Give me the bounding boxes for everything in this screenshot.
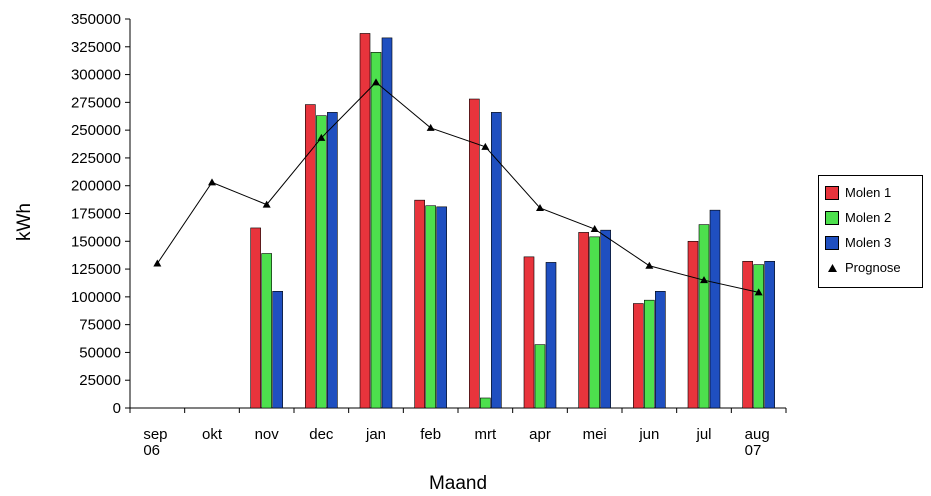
y-tick-label: 125000 xyxy=(71,261,121,278)
bar-molen-1 xyxy=(578,232,589,409)
y-axis-title: kWh xyxy=(14,203,35,241)
y-tick-label: 250000 xyxy=(71,122,121,139)
prognose-point xyxy=(590,225,599,233)
x-tick-label: jan xyxy=(365,426,386,443)
bar-molen-1 xyxy=(469,98,480,409)
bar-molen-3 xyxy=(491,112,502,409)
bar-molen-2 xyxy=(425,205,436,409)
bar-molen-1 xyxy=(523,256,535,409)
y-tick-label: 225000 xyxy=(71,150,121,167)
legend-item-molen-1: Molen 1 xyxy=(825,180,922,205)
prognose-polyline xyxy=(156,81,759,293)
y-tick-label: 325000 xyxy=(71,39,121,56)
bar-molen-3 xyxy=(272,290,283,409)
legend-item-prognose: Prognose xyxy=(825,255,922,280)
bar-molen-1 xyxy=(687,240,699,409)
bar-molen-1 xyxy=(305,104,316,409)
bar-molen-1 xyxy=(250,227,261,409)
legend-label-prognose: Prognose xyxy=(845,260,901,275)
bar-molen-3 xyxy=(327,112,338,409)
bar-molen-3 xyxy=(381,37,393,409)
bar-molen-3 xyxy=(600,229,611,409)
legend-label-molen-1: Molen 1 xyxy=(845,185,892,200)
legend-label-molen-2: Molen 2 xyxy=(845,210,892,225)
prognose-point xyxy=(426,123,435,131)
y-tick-label: 275000 xyxy=(71,94,121,111)
prognose-point xyxy=(536,203,544,211)
bar-molen-3 xyxy=(545,262,557,409)
x-tick-label: jul xyxy=(695,426,711,443)
x-axis: sep 06 okt nov dec jan feb mrt apr mei jun jul aug 07 xyxy=(129,407,787,459)
x-tick-label: dec xyxy=(309,426,334,443)
legend-swatch-molen-3 xyxy=(825,235,839,250)
legend-swatch-molen-2 xyxy=(825,210,839,225)
legend-item-molen-2: Molen 2 xyxy=(825,205,922,230)
x-tick-label: mrt xyxy=(474,426,496,443)
y-tick-label: 350000 xyxy=(71,11,121,28)
legend-label-molen-3: Molen 3 xyxy=(845,235,892,250)
y-tick-label: 75000 xyxy=(79,317,121,334)
bar-molen-2 xyxy=(644,299,655,409)
x-tick-label: aug 07 xyxy=(745,426,770,459)
x-tick-label: jun xyxy=(638,426,659,443)
prognose-point xyxy=(372,78,380,86)
prognose-point xyxy=(645,261,654,269)
x-tick-label: okt xyxy=(202,426,223,443)
bar-molen-2 xyxy=(316,115,327,409)
bar-molen-2 xyxy=(698,224,710,409)
bar-molen-3 xyxy=(764,260,775,409)
bar-molen-2 xyxy=(534,344,546,409)
prognose-point xyxy=(700,276,708,284)
x-axis-title: Maand xyxy=(429,473,487,494)
prognose-point xyxy=(262,200,271,208)
legend: Molen 1 Molen 2 Molen 3 Prognose xyxy=(818,175,923,288)
y-tick-label: 150000 xyxy=(71,233,121,250)
y-tick-label: 25000 xyxy=(79,372,121,389)
prognose-line xyxy=(153,78,763,296)
legend-item-molen-3: Molen 3 xyxy=(825,230,922,255)
triangle-marker-icon xyxy=(825,261,839,275)
x-tick-label: sep 06 xyxy=(143,426,167,459)
bar-molen-2 xyxy=(261,253,272,409)
x-tick-label: mei xyxy=(583,426,607,443)
y-tick-label: 200000 xyxy=(71,178,121,195)
bar-molen-3 xyxy=(709,209,721,409)
y-tick-label: 50000 xyxy=(79,344,121,361)
y-tick-label: 175000 xyxy=(71,206,121,223)
prognose-point xyxy=(317,133,326,141)
legend-swatch-molen-1 xyxy=(825,185,839,200)
prognose-point xyxy=(754,288,763,296)
prognose-point xyxy=(481,142,490,150)
x-tick-label: nov xyxy=(255,426,280,443)
bar-molen-2 xyxy=(370,52,382,409)
bar-molen-2 xyxy=(480,397,491,409)
bar-molen-2 xyxy=(589,236,600,409)
bar-molen-3 xyxy=(436,206,447,409)
prognose-point xyxy=(153,259,162,267)
x-tick-label: feb xyxy=(420,426,441,443)
y-tick-label: 100000 xyxy=(71,289,121,306)
x-tick-label: apr xyxy=(529,426,551,443)
bar-molen-1 xyxy=(414,199,425,409)
y-axis: 0 25000 50000 75000 100000 125000 150000 175000… xyxy=(71,11,131,417)
bar-molen-1 xyxy=(633,303,644,409)
bar-molen-3 xyxy=(655,290,666,409)
y-tick-label: 0 xyxy=(113,400,121,417)
bar-molen-1 xyxy=(359,33,371,409)
y-tick-label: 300000 xyxy=(71,67,121,84)
bar-molen-2 xyxy=(753,264,764,409)
bar-molen-1 xyxy=(742,260,753,409)
bars xyxy=(250,33,775,409)
prognose-point xyxy=(208,178,216,186)
